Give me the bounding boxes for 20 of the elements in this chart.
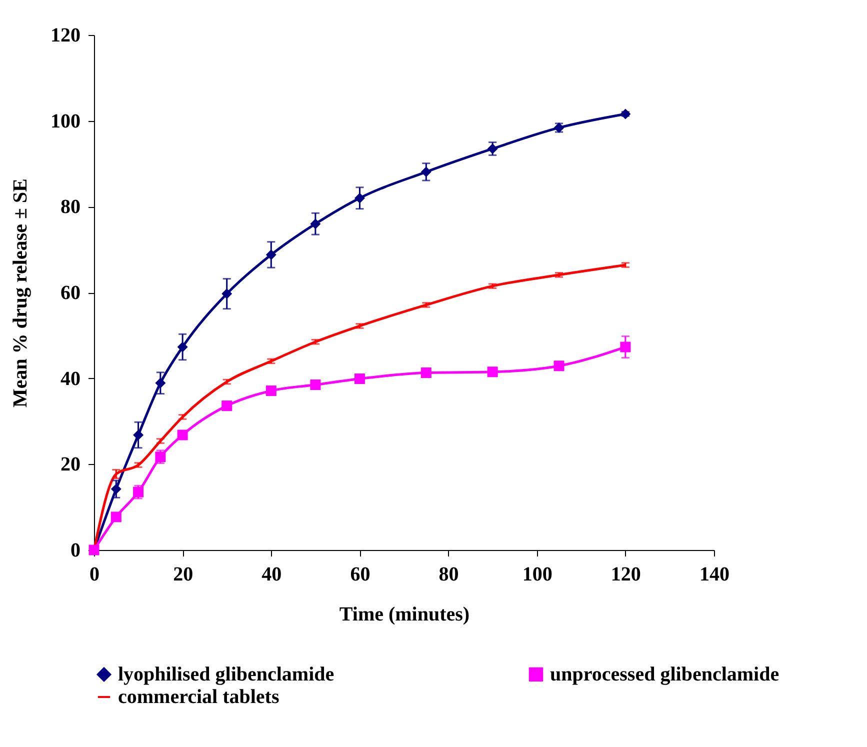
y-tick-label: 100	[50, 110, 80, 132]
legend-label: unprocessed glibenclamide	[550, 663, 780, 686]
x-tick-label: 0	[90, 564, 100, 586]
x-tick-label: 100	[522, 564, 552, 586]
y-tick-label: 120	[50, 24, 80, 46]
x-tick-label: 140	[700, 564, 730, 586]
x-tick-label: 60	[350, 564, 370, 586]
y-tick-label: 80	[60, 196, 80, 218]
x-tick-label: 80	[438, 564, 459, 586]
legend-label: commercial tablets	[118, 686, 280, 708]
x-tick-label: 40	[262, 564, 282, 586]
x-axis-title: Time (minutes)	[339, 604, 470, 626]
y-tick-label: 20	[60, 454, 80, 476]
y-tick-label: 0	[70, 540, 80, 562]
y-axis-title: Mean % drug release ± SE	[10, 178, 32, 408]
legend-label: lyophilised glibenclamide	[118, 663, 334, 686]
x-tick-label: 20	[173, 564, 194, 586]
y-tick-label: 40	[60, 368, 80, 390]
x-tick-label: 120	[610, 564, 641, 586]
y-tick-label: 60	[60, 282, 80, 304]
